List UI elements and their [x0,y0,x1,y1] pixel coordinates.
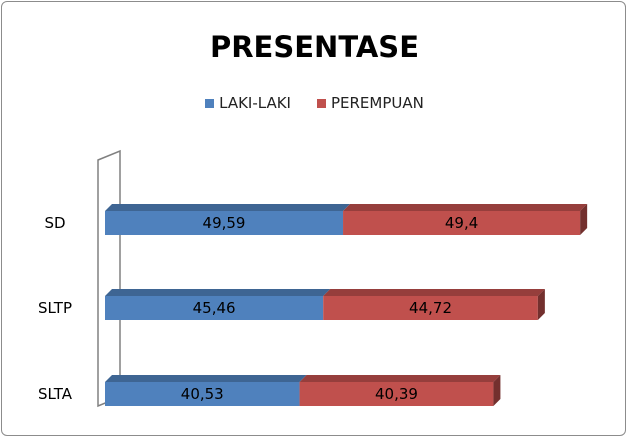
data-label-sltp-laki-laki: 45,46 [193,299,236,317]
data-label-slta-laki-laki: 40,53 [181,385,224,403]
data-label-sd-laki-laki: 49,59 [203,214,246,232]
category-label-sd: SD [44,214,65,232]
bar-sltp-perempuan [323,296,538,320]
bar-top-sltp-laki-laki [105,289,331,296]
bar-slta-perempuan [299,382,494,406]
data-label-slta-perempuan: 40,39 [375,385,418,403]
legend-swatch-perempuan [316,98,326,108]
bar-side-sltp-perempuan [537,289,545,320]
legend: LAKI-LAKI PEREMPUAN [0,94,629,112]
category-label-sltp: SLTP [38,299,72,317]
axis-wall [97,149,121,408]
bar-top-slta-laki-laki [105,375,307,382]
bar-top-sd-laki-laki [105,204,351,211]
bar-side-sd-perempuan [580,204,588,235]
data-label-sltp-perempuan: 44,72 [409,299,452,317]
bar-slta-laki-laki [105,382,300,406]
chart-title: PRESENTASE [209,30,420,64]
bar-side-slta-perempuan [493,375,501,406]
category-label-slta: SLTA [38,385,73,403]
bar-sd-laki-laki [105,211,344,235]
bar-top-slta-perempuan [299,375,501,382]
legend-label-perempuan: PEREMPUAN [330,94,424,112]
legend-swatch-laki-laki [205,98,215,108]
bar-sltp-laki-laki [105,296,324,320]
bar-sd-perempuan [343,211,581,235]
bar-top-sltp-perempuan [323,289,545,296]
bar-top-sd-perempuan [343,204,588,211]
legend-entry-laki-laki: LAKI-LAKI [205,94,291,112]
legend-entry-perempuan: PEREMPUAN [316,94,424,112]
legend-label-laki-laki: LAKI-LAKI [219,94,291,112]
data-label-sd-perempuan: 49,4 [445,214,478,232]
